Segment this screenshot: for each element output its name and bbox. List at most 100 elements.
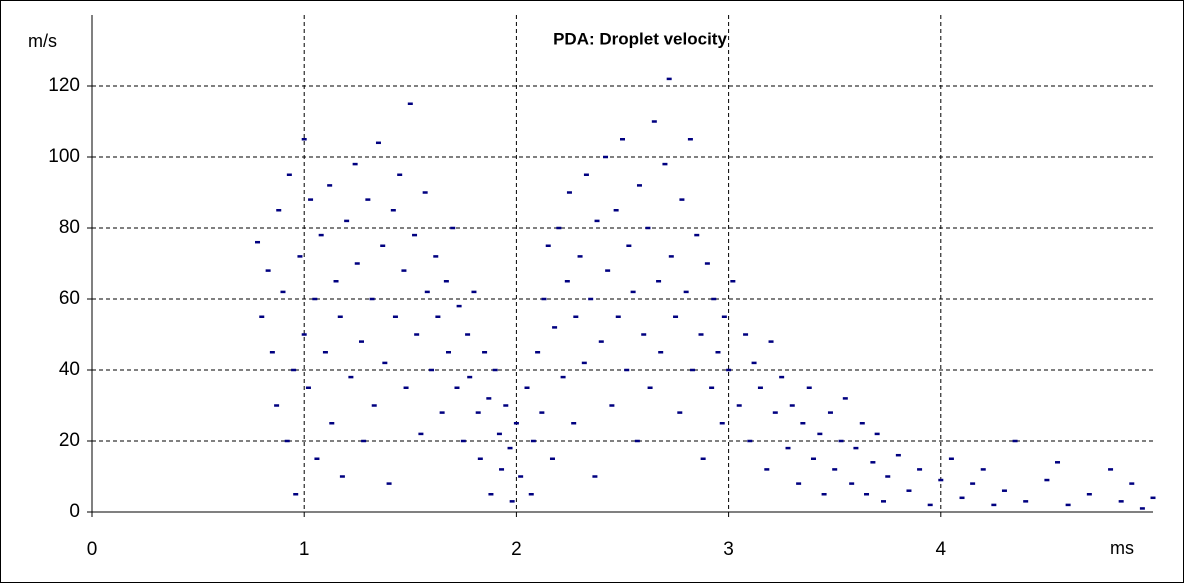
point bbox=[429, 368, 435, 372]
point bbox=[726, 368, 732, 372]
y-tick-label: 40 bbox=[59, 359, 80, 380]
point bbox=[764, 468, 770, 471]
point bbox=[403, 386, 409, 389]
point bbox=[832, 468, 838, 471]
point bbox=[365, 198, 371, 201]
point bbox=[1139, 507, 1145, 510]
point bbox=[259, 315, 265, 318]
point bbox=[541, 297, 547, 301]
y-tick-label: 100 bbox=[48, 146, 80, 167]
point bbox=[312, 297, 318, 301]
point bbox=[917, 468, 923, 471]
point bbox=[1001, 489, 1007, 492]
point bbox=[895, 453, 901, 457]
point bbox=[938, 478, 944, 482]
point bbox=[704, 262, 710, 265]
point bbox=[624, 368, 630, 372]
point bbox=[337, 315, 343, 318]
point bbox=[747, 439, 753, 443]
point bbox=[318, 233, 324, 237]
point bbox=[499, 468, 505, 471]
point bbox=[358, 340, 364, 343]
point bbox=[274, 404, 280, 407]
point bbox=[513, 422, 519, 425]
point bbox=[772, 411, 778, 414]
point bbox=[439, 411, 445, 414]
point bbox=[530, 439, 536, 443]
point bbox=[507, 446, 513, 450]
point bbox=[486, 397, 492, 400]
point bbox=[375, 141, 381, 145]
point bbox=[636, 184, 642, 187]
point bbox=[456, 304, 462, 308]
point bbox=[361, 439, 367, 443]
point bbox=[679, 198, 685, 201]
x-axis-label: ms bbox=[1110, 538, 1134, 558]
point bbox=[293, 493, 299, 496]
point bbox=[443, 280, 449, 283]
x-tick-label: 0 bbox=[87, 539, 98, 560]
point bbox=[305, 386, 311, 389]
x-tick-label: 1 bbox=[299, 539, 310, 560]
point bbox=[549, 457, 555, 460]
point bbox=[354, 262, 360, 265]
point bbox=[1065, 503, 1071, 507]
y-tick-label: 60 bbox=[59, 288, 80, 309]
point bbox=[634, 439, 640, 443]
point bbox=[656, 280, 662, 283]
point bbox=[509, 500, 515, 503]
point bbox=[382, 361, 388, 365]
point bbox=[620, 138, 625, 141]
point bbox=[626, 244, 632, 247]
point bbox=[477, 457, 483, 460]
point bbox=[482, 351, 488, 354]
point bbox=[291, 368, 297, 372]
point bbox=[948, 457, 954, 460]
point bbox=[503, 404, 509, 407]
point bbox=[386, 482, 392, 485]
point bbox=[991, 503, 997, 507]
point bbox=[779, 375, 785, 379]
point bbox=[885, 475, 891, 478]
point bbox=[269, 351, 275, 354]
point bbox=[864, 493, 870, 496]
point bbox=[677, 411, 683, 414]
point bbox=[397, 173, 403, 176]
point bbox=[297, 255, 303, 258]
point bbox=[980, 468, 986, 471]
point bbox=[339, 475, 345, 478]
point bbox=[433, 255, 439, 258]
point bbox=[471, 290, 477, 294]
point bbox=[789, 404, 795, 407]
point bbox=[566, 191, 572, 194]
point bbox=[577, 255, 583, 258]
point bbox=[959, 496, 965, 500]
point bbox=[314, 457, 320, 460]
point bbox=[1044, 478, 1050, 482]
point bbox=[407, 102, 413, 105]
point bbox=[668, 255, 674, 258]
point bbox=[645, 226, 651, 230]
point bbox=[800, 422, 806, 425]
point bbox=[1023, 500, 1029, 503]
point bbox=[615, 315, 621, 318]
point bbox=[690, 368, 696, 372]
y-tick-label: 20 bbox=[59, 430, 80, 451]
point bbox=[327, 184, 333, 187]
point bbox=[265, 269, 271, 272]
point bbox=[641, 333, 647, 336]
point bbox=[927, 503, 933, 507]
point bbox=[736, 404, 742, 407]
point bbox=[445, 351, 451, 354]
point bbox=[535, 351, 541, 354]
point bbox=[605, 269, 611, 272]
point bbox=[609, 404, 615, 407]
point bbox=[560, 375, 566, 379]
point bbox=[284, 439, 290, 443]
point bbox=[853, 446, 859, 450]
point bbox=[806, 386, 812, 389]
point bbox=[683, 290, 689, 294]
point bbox=[711, 297, 717, 301]
point bbox=[881, 500, 887, 503]
